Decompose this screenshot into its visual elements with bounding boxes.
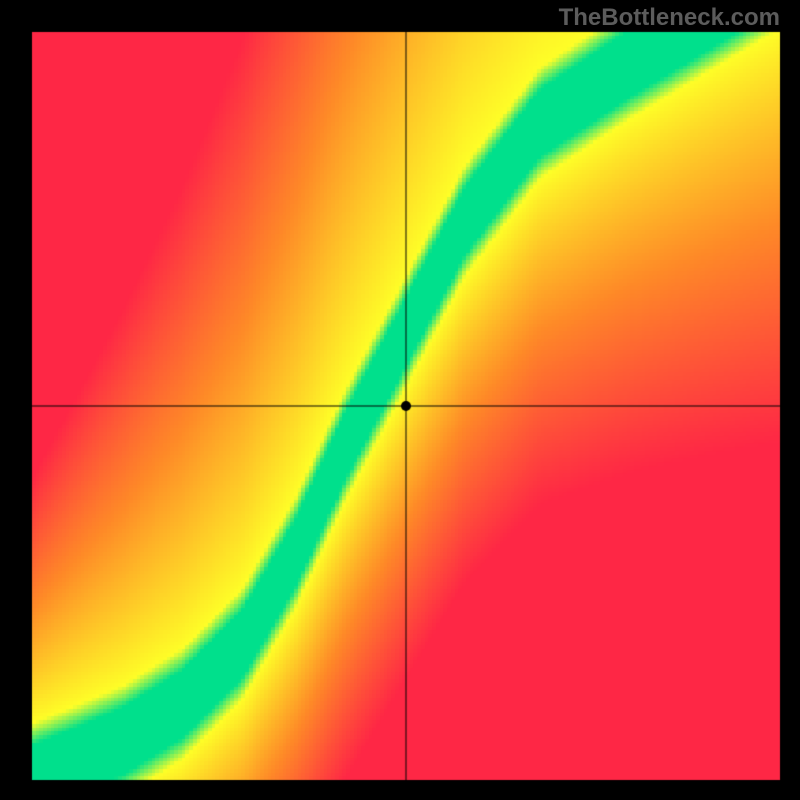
heatmap-canvas [0,0,800,800]
watermark-text: TheBottleneck.com [559,4,780,32]
chart-container: TheBottleneck.com [0,0,800,800]
